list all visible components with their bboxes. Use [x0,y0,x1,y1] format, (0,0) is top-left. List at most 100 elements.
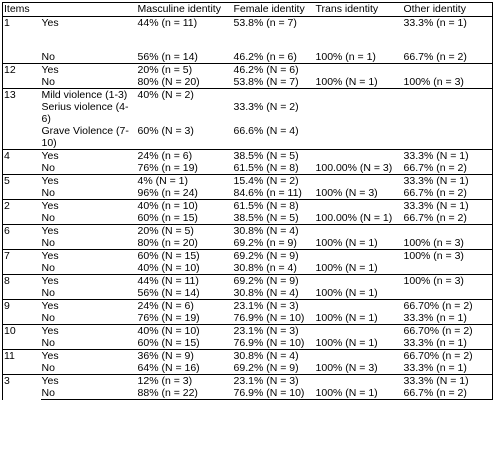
items-header: Items [2,2,137,17]
cell-value: 40% (N = 10) [136,324,233,337]
empty-cell [314,16,403,29]
row-label: Yes [40,149,137,162]
table-row: No 56% (n = 14) 46.2% (n = 6) 100% (n = 1) 6… [3,29,493,64]
empty-cell [314,324,403,337]
cell-value: 88% (n = 22) [136,387,233,400]
table-row: 7 Yes 60% (N = 15) 69.2% (N = 9) 100% (n = 3… [2,249,493,275]
table-row: No 80% (n = 20) 69.2% (n = 9) 100% (N = 1) 1… [3,237,493,250]
row-label: Yes [40,16,137,29]
cell-value: 76% (n = 19) [137,162,198,174]
empty-cell [314,88,403,101]
cell-value: 66.70% (n = 2) [402,324,493,337]
cell-value: 33.3% (N = 1) [402,149,493,162]
table-row: No 80% (N = 20) 53.8% (N = 7) 100% (N = 1) 1… [3,76,493,89]
cell-value: 60% (n = 15) [137,212,198,224]
item-number: 12 [2,63,41,89]
cell-value: 100% (N = 1) [315,287,378,299]
empty-cell [314,224,403,237]
cell-value: 24% (n = 6) [136,149,233,162]
cell-value: 100.00% (N = 1) [315,212,393,224]
cell-value: 30.8% (N = 4) [232,349,315,362]
empty-cell [314,199,403,212]
table-row: 11 Yes 36% (N = 9) 30.8% (N = 4) 66.70% (n =… [2,349,493,375]
cell-value: 76% (N = 19) [137,312,200,324]
cell-value: 66.7% (n = 2) [403,162,467,174]
item-number: 9 [2,299,41,325]
row-label: Yes [40,299,137,312]
cell-value: 40% (N = 2) [136,88,233,101]
table-row: 10 Yes 40% (N = 10) 23.1% (N = 3) 66.70% (n … [2,324,493,350]
cell-value: 66.7% (n = 2) [403,212,467,224]
row-label: No [40,387,137,400]
cell-value: 76.9% (N = 10) [233,312,305,324]
cell-value: 33.3% (n = 1) [403,312,467,324]
table-body: 1 Yes 44% (n = 11) 53.8% (n = 7) 33.3% (n = … [2,16,493,400]
table-row: No 56% (N = 14) 30.8% (N = 4) 100% (N = 1) [3,287,493,300]
row-label: Mild violence (1-3) [40,88,137,101]
cell-value: 100% (N = 1) [315,312,378,324]
cell-value: 100% (n = 3) [403,237,464,249]
results-table: Items Masculine identity Female identity… [2,2,494,400]
cell-value: 33.3% (n = 1) [402,16,493,29]
empty-cell [314,249,403,262]
cell-value: 66.6% (N = 4) [233,125,299,137]
cell-value: 36% (N = 9) [136,349,233,362]
cell-value: 30.8% (N = 4) [233,287,299,299]
row-label: No [41,262,55,274]
row-label: Serius violence (4-6) [41,101,129,125]
empty-cell [314,174,403,187]
cell-value: 66.70% (n = 2) [402,349,493,362]
cell-value: 33.3% (N = 1) [402,374,493,387]
cell-value: 33.3% (N = 1) [402,199,493,212]
cell-value: 66.7% (n = 2) [402,387,493,400]
cell-value: 20% (N = 5) [136,224,233,237]
cell-value: 23.1% (N = 3) [232,324,315,337]
table-row: No 60% (N = 15) 76.9% (N = 10) 100% (N = 1)… [3,337,493,350]
row-label: Yes [40,174,137,187]
cell-value: 23.1% (N = 3) [232,299,315,312]
empty-cell [403,125,493,150]
cell-value: 100% (N = 1) [315,237,378,249]
cell-value: 60% (N = 15) [137,337,200,349]
cell-value: 46.2% (n = 6) [233,51,297,63]
row-label: No [41,76,55,88]
cell-value: 76.9% (N = 10) [233,337,305,349]
cell-value: 64% (N = 16) [137,362,200,374]
empty-cell [402,224,493,237]
cell-value: 69.2% (N = 9) [232,274,315,287]
cell-value: 66.7% (n = 2) [403,187,467,199]
table-row: No 40% (N = 10) 30.8% (n = 4) 100% (N = 1) [3,262,493,275]
empty-cell [402,88,493,101]
table-row: No 60% (n = 15) 38.5% (N = 5) 100.00% (N = … [3,212,493,225]
cell-value: 80% (N = 20) [137,76,200,88]
cell-value: 20% (n = 5) [136,63,233,76]
table-row: Serius violence (4-6) 33.3% (N = 2) [3,101,493,125]
cell-value: 100% (N = 3) [315,187,378,199]
row-label: No [41,362,55,374]
row-label: No [41,187,55,199]
empty-cell [314,149,403,162]
cell-value: 80% (n = 20) [137,237,198,249]
table-row: No 76% (N = 19) 76.9% (N = 10) 100% (N = 1)… [3,312,493,325]
cell-value: 61.5% (N = 8) [232,199,315,212]
table-row: Grave Violence (7-10) 60% (N = 3) 66.6% (N… [3,125,493,150]
table-row: 5 Yes 4% (N = 1) 15.4% (N = 2) 33.3% (N = 1) [2,174,493,200]
cell-value: 84.6% (n = 11) [233,187,302,199]
cell-value: 76.9% (N = 10) [232,387,315,400]
cell-value: 66.70% (n = 2) [402,299,493,312]
item-number: 11 [2,349,41,375]
item-number: 8 [2,274,41,300]
cell-value: 46.2% (N = 6) [232,63,315,76]
row-label: No [41,51,55,63]
table-row: No 96% (n = 24) 84.6% (n = 11) 100% (N = 3)… [3,187,493,200]
cell-value: 100% (n = 3) [402,274,493,287]
row-label: Yes [40,249,137,262]
row-label: No [41,337,55,349]
empty-cell [403,262,493,275]
row-label: Grave Violence (7-10) [41,125,129,149]
empty-cell [314,274,403,287]
cell-value: 56% (n = 14) [137,51,198,63]
row-label: No [41,237,55,249]
table-row: No 64% (N = 16) 69.2% (N = 9) 100% (N = 3) 3… [3,362,493,375]
row-label: No [41,162,55,174]
